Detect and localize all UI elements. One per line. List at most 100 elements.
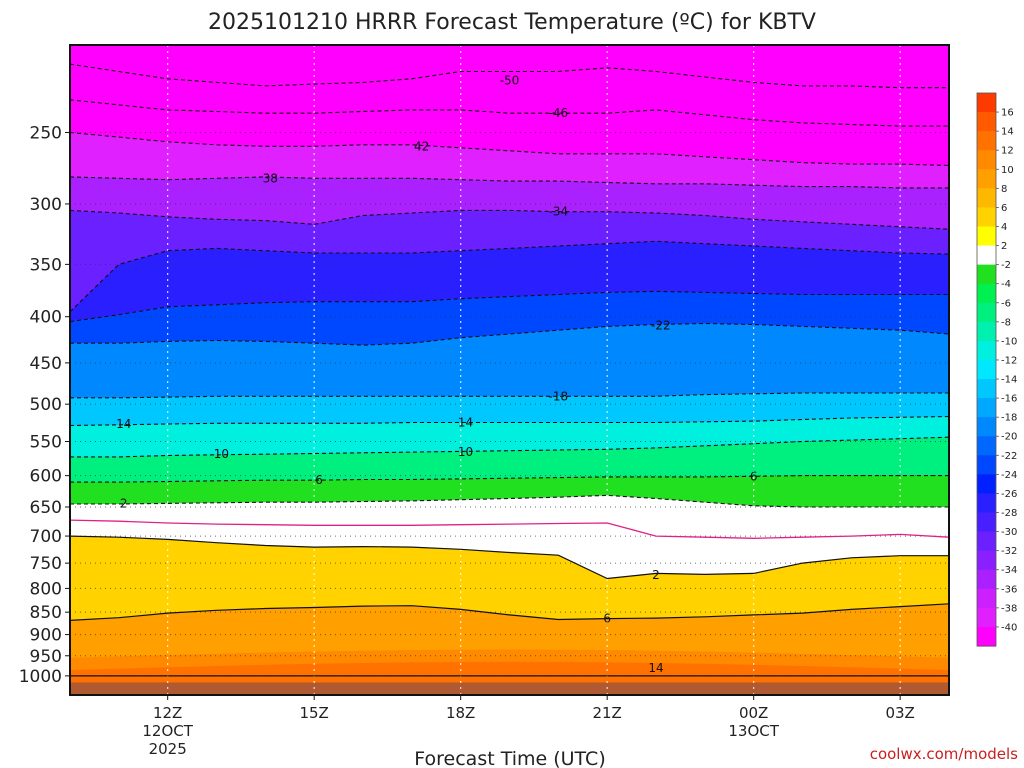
colorbar-label: -14 bbox=[1001, 375, 1017, 386]
pressure-tick-label: 250 bbox=[30, 123, 62, 143]
colorbar-label: 16 bbox=[1001, 108, 1014, 119]
colorbar-frame bbox=[976, 92, 997, 647]
colorbar-label: -18 bbox=[1001, 413, 1017, 424]
time-tick-label: 12Z bbox=[153, 704, 182, 722]
colorbar-swatch bbox=[977, 321, 996, 342]
pressure-tick-label: 400 bbox=[30, 308, 62, 328]
colorbar-label: -40 bbox=[1001, 622, 1017, 633]
colorbar-swatch bbox=[977, 417, 996, 437]
temperature-band bbox=[70, 475, 949, 507]
colorbar-label: -2 bbox=[1001, 260, 1011, 271]
chart-title: 2025101210 HRRR Forecast Temperature (ºC… bbox=[208, 10, 816, 35]
colorbar-swatch bbox=[977, 550, 996, 571]
temperature-band bbox=[70, 210, 949, 312]
colorbar-swatch bbox=[977, 131, 996, 151]
isotherm-line bbox=[70, 603, 949, 621]
time-tick-label: 00Z bbox=[739, 704, 768, 722]
pressure-tick-label: 450 bbox=[30, 354, 62, 374]
temperature-band bbox=[70, 64, 949, 127]
contour-label: -50 bbox=[500, 74, 520, 88]
temperature-band bbox=[70, 495, 949, 539]
colorbar-swatch bbox=[977, 512, 996, 533]
grid-lines bbox=[70, 45, 949, 695]
colorbar-swatch bbox=[977, 207, 996, 228]
isotherm-line bbox=[70, 535, 949, 580]
colorbar-label: -22 bbox=[1001, 451, 1017, 462]
temperature-band bbox=[70, 99, 949, 166]
colorbar-swatch bbox=[977, 455, 996, 475]
plot-frame bbox=[69, 44, 950, 696]
colorbar-swatch bbox=[977, 398, 996, 418]
temperature-band bbox=[70, 520, 949, 579]
contour-label: 2 bbox=[120, 496, 128, 510]
temperature-band bbox=[70, 416, 949, 457]
colorbar-label: -20 bbox=[1001, 432, 1017, 443]
colorbar-label: -16 bbox=[1001, 394, 1017, 405]
isotherm-contours bbox=[70, 63, 949, 677]
colorbar-label: -24 bbox=[1001, 470, 1017, 481]
colorbar-swatch bbox=[977, 474, 996, 495]
colorbar-label: 4 bbox=[1001, 222, 1007, 233]
isotherm-line bbox=[70, 99, 949, 127]
contour-label: 14 bbox=[116, 417, 131, 431]
colorbar-label: -26 bbox=[1001, 489, 1017, 500]
colorbar-label: -8 bbox=[1001, 317, 1011, 328]
time-tick-label: 15Z bbox=[299, 704, 328, 722]
colorbar-label: -38 bbox=[1001, 603, 1017, 614]
colorbar-swatch bbox=[977, 188, 996, 209]
colorbar-swatch bbox=[977, 112, 996, 132]
colorbar-label: 10 bbox=[1001, 165, 1014, 176]
colorbar-swatch bbox=[977, 493, 996, 514]
time-tick-label: 03Z bbox=[885, 704, 914, 722]
colorbar-label: 2 bbox=[1001, 241, 1007, 252]
contour-label: -46 bbox=[549, 106, 569, 120]
pressure-tick-label: 550 bbox=[30, 433, 62, 453]
colorbar-swatch bbox=[977, 150, 996, 170]
colorbar-label: -12 bbox=[1001, 355, 1017, 366]
credit-text: coolwx.com/models bbox=[870, 745, 1018, 763]
colorbar-swatch bbox=[977, 302, 996, 323]
colorbar-label: -4 bbox=[1001, 279, 1011, 290]
colorbar-swatch bbox=[977, 283, 996, 304]
colorbar-swatch bbox=[977, 379, 996, 399]
colorbar-label: -10 bbox=[1001, 336, 1017, 347]
colorbar-swatch bbox=[977, 626, 996, 647]
colorbar-swatch bbox=[977, 607, 996, 628]
contour-label: 14 bbox=[458, 416, 473, 430]
contour-label: 6 bbox=[750, 469, 758, 483]
colorbar-label: 6 bbox=[1001, 203, 1007, 214]
colorbar-swatch bbox=[977, 569, 996, 590]
temperature-band bbox=[70, 393, 949, 426]
pressure-tick-label: 700 bbox=[30, 527, 62, 547]
contour-label: 10 bbox=[458, 445, 473, 459]
pressure-tick-label: 600 bbox=[30, 467, 62, 487]
temperature-band bbox=[70, 241, 949, 322]
colorbar-swatch bbox=[977, 359, 996, 380]
colorbar-swatch bbox=[977, 226, 996, 247]
contour-label: 6 bbox=[315, 473, 323, 487]
pressure-axis: 250 300 350 400 450 500 550 600 650 700 750 800 850 9… bbox=[19, 123, 70, 687]
isotherm-line bbox=[70, 131, 949, 167]
contour-labels: -50 -46 42 38 -34 -22 -18 14 14 10 10 6 6 2 2 6 14 bbox=[116, 74, 757, 675]
isotherm-line bbox=[70, 290, 949, 323]
colorbar-swatch bbox=[977, 436, 996, 456]
colorbar-label: 12 bbox=[1001, 146, 1014, 157]
colorbar: 16 14 12 10 8 6 4 2 -2 -4 -6 -8 -10 -12 -14 -16 -18 -20 -2… bbox=[976, 92, 1017, 647]
pressure-tick-label: 750 bbox=[30, 554, 62, 574]
temperature-band bbox=[70, 536, 949, 621]
colorbar-label: -32 bbox=[1001, 546, 1017, 557]
colorbar-swatch bbox=[977, 588, 996, 609]
time-tick-label: 18Z bbox=[446, 704, 475, 722]
colorbar-swatch bbox=[977, 531, 996, 552]
contour-label: -34 bbox=[549, 205, 569, 219]
colorbar-label: -30 bbox=[1001, 527, 1017, 538]
contour-label: 2 bbox=[652, 568, 660, 582]
colorbar-label: 14 bbox=[1001, 127, 1014, 138]
time-tick-label: 12OCT bbox=[142, 722, 193, 740]
temperature-band bbox=[70, 437, 949, 483]
colorbar-label: -36 bbox=[1001, 584, 1017, 595]
temperature-band bbox=[70, 323, 949, 398]
time-tick-label: 13OCT bbox=[728, 722, 779, 740]
colorbar-label: 8 bbox=[1001, 184, 1007, 195]
